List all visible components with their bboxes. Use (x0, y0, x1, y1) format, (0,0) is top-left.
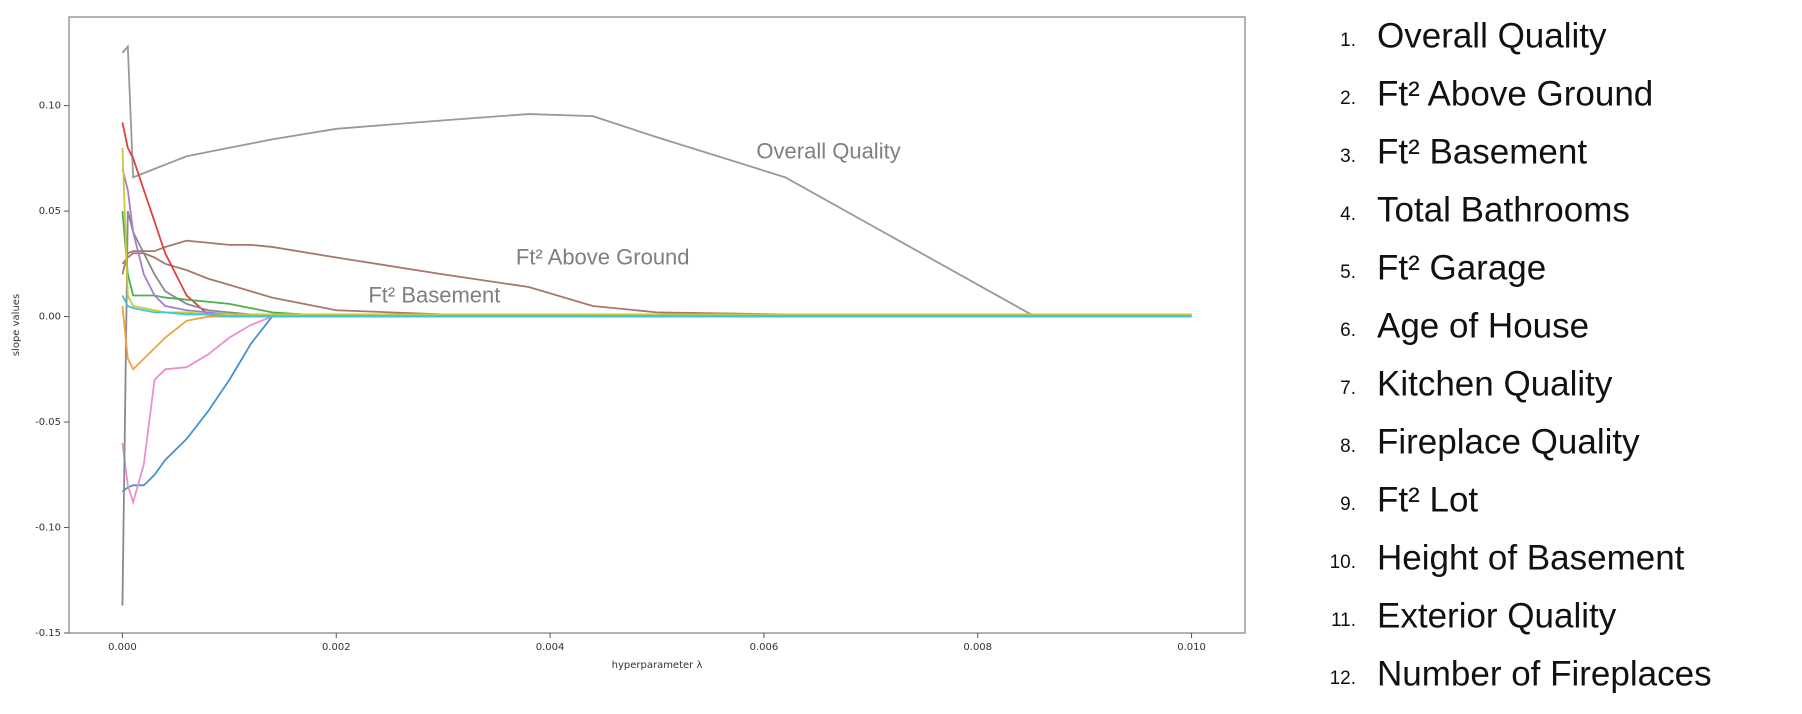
y-tick-label: -0.10 (35, 523, 61, 534)
y-tick-label: -0.05 (35, 417, 61, 428)
list-number: 6. (1340, 320, 1356, 341)
y-axis-label: slope values (11, 294, 22, 356)
list-item: Ft² Lot (1377, 480, 1478, 519)
list-number: 11. (1331, 610, 1356, 631)
series-line (121, 147, 1192, 316)
list-item: Ft² Garage (1377, 248, 1546, 287)
list-item: Exterior Quality (1377, 596, 1617, 635)
list-item: Age of House (1377, 306, 1589, 345)
y-tick-label: -0.15 (35, 628, 61, 639)
x-tick-label: 0.006 (750, 642, 779, 653)
annotation: Overall Quality (756, 139, 900, 164)
list-number: 4. (1340, 204, 1356, 225)
y-tick-label: 0.00 (39, 312, 61, 323)
x-tick-label: 0.010 (1177, 642, 1206, 653)
list-number: 3. (1340, 146, 1356, 167)
list-item: Kitchen Quality (1377, 364, 1613, 403)
x-tick-label: 0.008 (963, 642, 992, 653)
series-line (121, 44, 1192, 316)
series-line (121, 210, 1192, 606)
list-number: 8. (1340, 436, 1356, 457)
plot-frame (68, 16, 1246, 634)
series-line (121, 315, 1192, 506)
list-item: Ft² Above Ground (1377, 74, 1653, 113)
list-item: Fireplace Quality (1377, 422, 1640, 461)
x-axis-label: hyperparameter λ (612, 660, 703, 671)
list-item: Height of Basement (1377, 538, 1685, 577)
list-number: 2. (1340, 88, 1356, 109)
list-number: 12. (1330, 668, 1356, 689)
y-tick-label: 0.05 (39, 206, 61, 217)
list-item: Ft² Basement (1377, 132, 1587, 171)
list-number: 5. (1340, 262, 1356, 283)
y-tick-label: 0.10 (39, 101, 61, 112)
list-number: 10. (1330, 552, 1356, 573)
x-tick-label: 0.002 (322, 642, 351, 653)
series-line (121, 168, 1192, 318)
list-item: Total Bathrooms (1377, 190, 1630, 229)
list-number: 1. (1340, 30, 1356, 51)
annotation: Ft² Above Ground (516, 245, 690, 270)
annotation: Ft² Basement (368, 283, 500, 308)
series-line (121, 295, 1192, 318)
series-line (121, 239, 1192, 316)
series-line (121, 315, 1192, 493)
x-tick-label: 0.000 (108, 642, 137, 653)
list-number: 7. (1340, 378, 1356, 399)
list-item: Number of Fireplaces (1377, 654, 1712, 693)
x-tick-label: 0.004 (536, 642, 565, 653)
list-item: Overall Quality (1377, 16, 1607, 55)
list-number: 9. (1340, 494, 1356, 515)
series-line (121, 122, 1192, 316)
